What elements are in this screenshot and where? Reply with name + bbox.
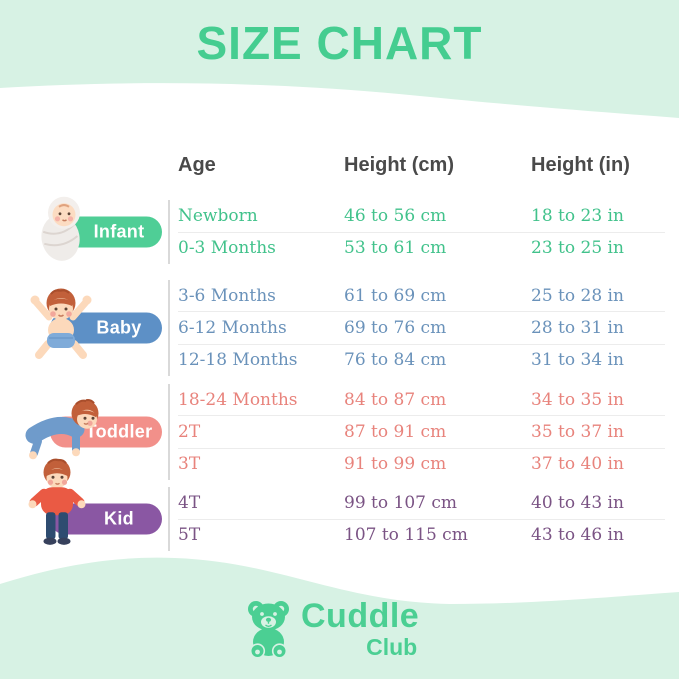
group-baby: Baby 3-6 Months 61 to 69 cm [0,280,679,376]
header-height-cm: Height (cm) [344,153,454,176]
teddy-bear-icon [248,601,289,659]
height-cm-cell: 99 to 107 cm [344,492,457,513]
table-row: Newborn 46 to 56 cm 18 to 23 in [178,200,665,232]
table-header-row: Age Height (cm) Height (in) [178,148,665,182]
toddler-rows: 18-24 Months 84 to 87 cm 34 to 35 in 2T … [168,384,665,480]
height-in-cell: 18 to 23 in [531,205,624,226]
standing-kid-icon [28,458,86,545]
table-row: 5T 107 to 115 cm 43 to 46 in [178,518,665,552]
age-cell: 3-6 Months [178,285,276,306]
age-cell: 2T [178,421,201,442]
height-in-cell: 25 to 28 in [531,285,624,306]
height-in-cell: 40 to 43 in [531,492,624,513]
age-cell: Newborn [178,205,258,226]
infant-pill-label: Infant [93,221,145,242]
height-cm-cell: 91 to 99 cm [344,454,447,475]
height-cm-cell: 107 to 115 cm [344,525,468,546]
table-row: 0-3 Months 53 to 61 cm 23 to 25 in [178,231,665,265]
top-wave-decoration [0,83,679,124]
height-in-cell: 34 to 35 in [531,389,624,410]
height-cm-cell: 84 to 87 cm [344,389,447,410]
age-cell: 18-24 Months [178,389,298,410]
table-row: 2T 87 to 91 cm 35 to 37 in [178,415,665,447]
baby-rows: 3-6 Months 61 to 69 cm 25 to 28 in 6-12 … [168,280,665,376]
height-in-cell: 35 to 37 in [531,421,624,442]
header-height-in: Height (in) [531,153,630,176]
brand-name-line1: Cuddle [301,597,420,635]
table-row: 3-6 Months 61 to 69 cm 25 to 28 in [178,280,665,311]
group-kid: Kid 4T 99 to 107 cm 40 [0,458,679,551]
table-row: 6-12 Months 69 to 76 cm 28 to 31 in [178,311,665,343]
age-cell: 4T [178,492,201,513]
height-in-cell: 31 to 34 in [531,350,624,371]
height-in-cell: 23 to 25 in [531,238,624,259]
page-title: SIZE CHART [196,17,483,69]
height-cm-cell: 53 to 61 cm [344,238,447,259]
age-cell: 0-3 Months [178,238,276,259]
crawling-toddler-icon [25,399,99,460]
height-cm-cell: 46 to 56 cm [344,205,447,226]
age-cell: 3T [178,454,201,475]
height-cm-cell: 87 to 91 cm [344,421,447,442]
sitting-baby-icon [30,288,92,359]
height-in-cell: 28 to 31 in [531,317,624,338]
table-row: 4T 99 to 107 cm 40 to 43 in [178,487,665,519]
swaddled-infant-icon [41,196,80,261]
height-cm-cell: 69 to 76 cm [344,317,447,338]
toddler-pill-label: Toddler [85,421,153,442]
height-cm-cell: 76 to 84 cm [344,350,447,371]
infant-rows: Newborn 46 to 56 cm 18 to 23 in 0-3 Mont… [168,200,665,264]
age-cell: 5T [178,525,201,546]
height-in-cell: 37 to 40 in [531,454,624,475]
table-row: 3T 91 to 99 cm 37 to 40 in [178,447,665,480]
kid-pill-label: Kid [104,508,134,529]
age-cell: 6-12 Months [178,317,287,338]
age-cell: 12-18 Months [178,350,298,371]
height-in-cell: 43 to 46 in [531,525,624,546]
table-row: 12-18 Months 76 to 84 cm 31 to 34 in [178,343,665,376]
kid-rows: 4T 99 to 107 cm 40 to 43 in 5T 107 to 11… [168,487,665,551]
brand-name-line2: Club [366,634,418,660]
group-infant: Infant Newborn 46 to 56 cm 18 to 23 in [0,196,679,264]
baby-pill-label: Baby [96,317,142,338]
header-age: Age [178,153,216,176]
brand-logo: Cuddle Club [245,599,419,659]
table-row: 18-24 Months 84 to 87 cm 34 to 35 in [178,384,665,415]
height-cm-cell: 61 to 69 cm [344,285,447,306]
group-toddler: Toddler 18-24 Months 84 to 87 cm 34 to 3… [0,384,679,480]
brand-name: Cuddle Club [301,599,419,659]
bottom-wave-decoration [0,552,679,604]
